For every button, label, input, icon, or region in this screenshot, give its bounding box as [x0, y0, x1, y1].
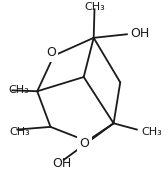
Text: CH₃: CH₃ — [84, 2, 105, 12]
Text: CH₃: CH₃ — [8, 85, 29, 95]
Text: CH₃: CH₃ — [10, 127, 31, 137]
Text: OH: OH — [130, 27, 150, 40]
Text: O: O — [80, 137, 90, 150]
Text: OH: OH — [53, 157, 72, 170]
Text: O: O — [46, 47, 56, 60]
Text: CH₃: CH₃ — [141, 127, 162, 137]
